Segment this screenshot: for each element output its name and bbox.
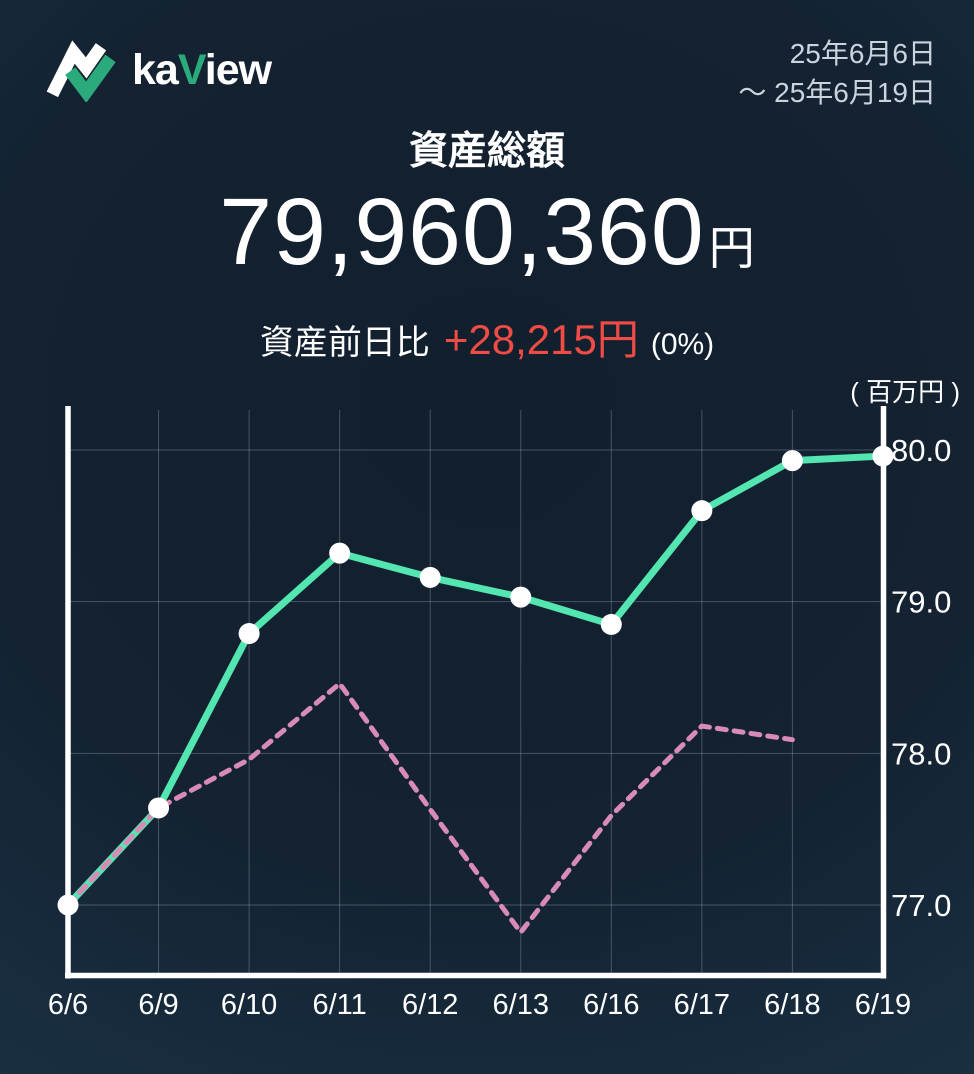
page-title: 資産総額 — [408, 130, 565, 173]
y-axis-tick-label: 79.0 — [891, 585, 951, 620]
x-axis-tick-label: 6/19 — [855, 989, 911, 1021]
asset-total-line — [64, 452, 887, 909]
reference-dotted-line — [65, 681, 795, 935]
x-axis-tick-label: 6/17 — [674, 989, 730, 1021]
y-axis-tick-label: 80.0 — [891, 433, 951, 468]
total-asset-value: 79,960,360 — [219, 179, 705, 285]
data-point-6-11[interactable] — [329, 542, 351, 564]
y-axis-tick-label: 78.0 — [891, 736, 951, 771]
total-asset-amount: 79,960,360円 — [0, 178, 974, 287]
daily-change-value: +28,215円 — [443, 316, 639, 363]
x-axis-tick-label: 6/13 — [493, 989, 549, 1021]
daily-change-percent: (0%) — [650, 328, 715, 361]
x-axis-tick-label: 6/18 — [764, 989, 820, 1021]
x-axis-tick-label: 6/16 — [583, 989, 639, 1021]
app-logo[interactable]: kaView — [46, 38, 272, 102]
x-axis-tick-label: 6/9 — [138, 989, 178, 1021]
logo-text-suffix: iew — [204, 45, 272, 94]
x-axis-tick-label: 6/11 — [313, 989, 367, 1021]
data-point-6-16[interactable] — [600, 613, 622, 635]
daily-change-row: 資産前日比 +28,215円 (0%) — [0, 306, 974, 367]
y-axis-tick-label: 77.0 — [891, 888, 951, 923]
x-axis-tick-label: 6/6 — [48, 989, 88, 1021]
date-range-end: ～ 25年6月19日 — [738, 77, 936, 108]
logo-text-prefix: ka — [132, 45, 179, 94]
daily-change-label: 資産前日比 — [259, 324, 430, 362]
data-point-6-10[interactable] — [238, 623, 260, 645]
date-range: 25年6月6日 ～ 25年6月19日 — [738, 34, 936, 112]
data-point-6-9[interactable] — [148, 797, 170, 819]
data-point-6-17[interactable] — [691, 500, 713, 522]
logo-text-accent: V — [177, 45, 206, 94]
data-point-6-18[interactable] — [781, 450, 803, 472]
data-point-6-6[interactable] — [57, 894, 79, 916]
x-axis-tick-label: 6/12 — [402, 989, 458, 1021]
app-logo-icon — [46, 40, 116, 102]
date-range-start: 25年6月6日 — [789, 38, 936, 69]
x-axis-tick-label: 6/10 — [221, 989, 277, 1021]
currency-suffix: 円 — [708, 222, 755, 274]
data-point-6-12[interactable] — [419, 566, 441, 588]
y-axis-unit-label: ( 百万円 ) — [850, 377, 960, 407]
data-point-6-13[interactable] — [510, 586, 532, 608]
data-point-6-19[interactable] — [872, 445, 894, 467]
app-logo-wordmark: kaView — [132, 45, 272, 94]
